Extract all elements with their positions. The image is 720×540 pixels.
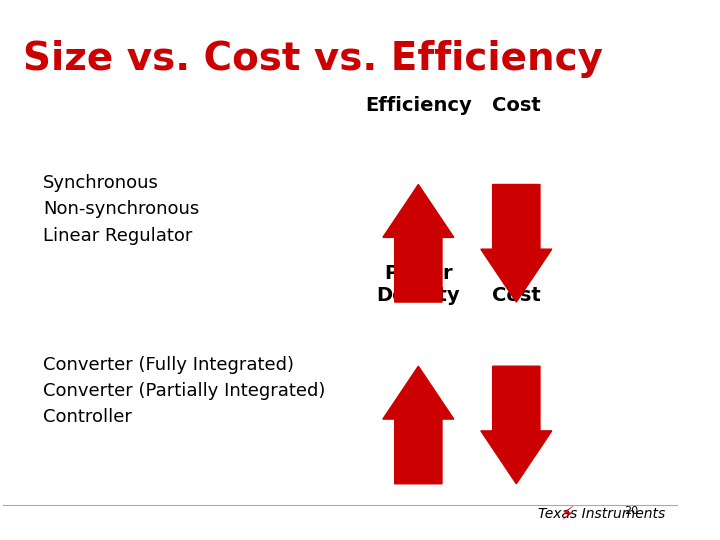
Text: Efficiency: Efficiency [365,96,472,115]
Text: Texas Instruments: Texas Instruments [538,507,665,521]
Polygon shape [481,366,552,484]
Text: Converter (Fully Integrated)
Converter (Partially Integrated)
Controller: Converter (Fully Integrated) Converter (… [43,355,325,426]
Polygon shape [481,185,552,302]
Text: Cost: Cost [492,96,541,115]
Text: Cost: Cost [492,286,541,305]
Text: ⚡: ⚡ [560,505,574,524]
Polygon shape [383,366,454,484]
Text: Size vs. Cost vs. Efficiency: Size vs. Cost vs. Efficiency [23,40,603,78]
Text: Power
Density: Power Density [377,264,460,305]
Text: 20: 20 [624,506,639,516]
Text: Synchronous
Non-synchronous
Linear Regulator: Synchronous Non-synchronous Linear Regul… [43,174,199,245]
Polygon shape [383,185,454,302]
